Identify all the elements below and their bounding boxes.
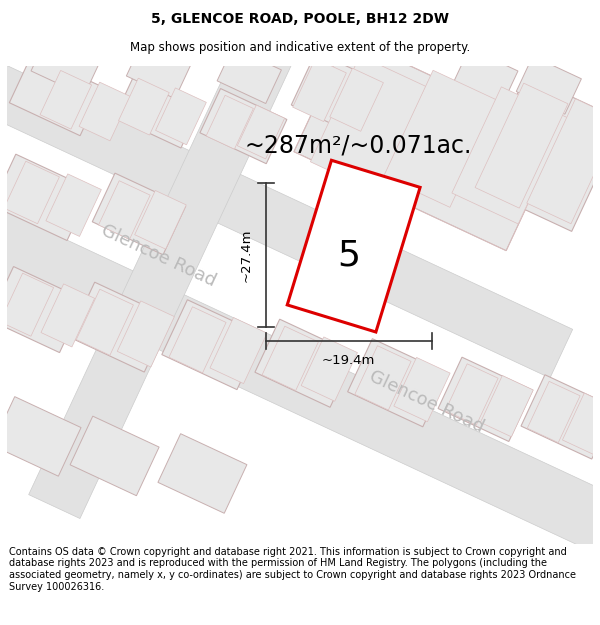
Polygon shape xyxy=(210,318,267,384)
Polygon shape xyxy=(169,307,226,373)
Polygon shape xyxy=(527,99,600,224)
Polygon shape xyxy=(117,301,175,367)
Polygon shape xyxy=(69,282,170,372)
Polygon shape xyxy=(76,289,133,355)
Polygon shape xyxy=(516,56,581,114)
Polygon shape xyxy=(31,36,101,96)
Polygon shape xyxy=(445,364,498,425)
Polygon shape xyxy=(438,357,533,441)
Polygon shape xyxy=(0,273,53,336)
Text: 5: 5 xyxy=(337,239,360,273)
Polygon shape xyxy=(355,346,411,410)
Polygon shape xyxy=(10,54,103,136)
Polygon shape xyxy=(452,87,568,224)
Polygon shape xyxy=(158,434,247,513)
Polygon shape xyxy=(119,78,169,135)
Polygon shape xyxy=(29,0,328,519)
Polygon shape xyxy=(481,376,533,437)
Text: Glencoe Road: Glencoe Road xyxy=(98,221,219,291)
Polygon shape xyxy=(330,68,383,131)
Polygon shape xyxy=(383,70,499,208)
Polygon shape xyxy=(287,160,420,332)
Polygon shape xyxy=(92,173,186,255)
Polygon shape xyxy=(562,393,600,454)
Polygon shape xyxy=(262,326,319,391)
Polygon shape xyxy=(155,88,206,145)
Polygon shape xyxy=(70,416,159,496)
Polygon shape xyxy=(0,266,84,352)
Polygon shape xyxy=(301,337,358,401)
Text: ~287m²/~0.071ac.: ~287m²/~0.071ac. xyxy=(245,134,472,158)
Polygon shape xyxy=(453,48,518,106)
Polygon shape xyxy=(238,105,284,159)
Polygon shape xyxy=(40,71,92,129)
Polygon shape xyxy=(0,0,572,378)
Polygon shape xyxy=(0,154,91,241)
Text: Contains OS data © Crown copyright and database right 2021. This information is : Contains OS data © Crown copyright and d… xyxy=(9,547,576,592)
Polygon shape xyxy=(294,37,560,251)
Polygon shape xyxy=(521,375,600,459)
Text: Glencoe Road: Glencoe Road xyxy=(367,368,487,437)
Polygon shape xyxy=(310,56,426,192)
Text: 5, GLENCOE ROAD, POOLE, BH12 2DW: 5, GLENCOE ROAD, POOLE, BH12 2DW xyxy=(151,12,449,26)
Polygon shape xyxy=(255,319,355,408)
Polygon shape xyxy=(206,95,253,149)
Polygon shape xyxy=(41,284,95,347)
Polygon shape xyxy=(475,83,568,208)
Polygon shape xyxy=(127,42,191,99)
Polygon shape xyxy=(291,52,387,138)
Polygon shape xyxy=(134,191,186,249)
Polygon shape xyxy=(115,71,202,148)
Polygon shape xyxy=(217,48,281,104)
Polygon shape xyxy=(475,76,600,231)
Polygon shape xyxy=(98,181,150,239)
Polygon shape xyxy=(4,161,59,224)
Text: ~19.4m: ~19.4m xyxy=(322,354,376,367)
Polygon shape xyxy=(527,381,580,442)
Polygon shape xyxy=(347,339,448,427)
Polygon shape xyxy=(0,397,81,476)
Polygon shape xyxy=(394,357,450,422)
Text: ~27.4m: ~27.4m xyxy=(239,228,252,282)
Polygon shape xyxy=(0,160,600,586)
Polygon shape xyxy=(46,174,101,236)
Polygon shape xyxy=(79,82,131,141)
Polygon shape xyxy=(293,59,346,121)
Polygon shape xyxy=(200,89,287,164)
Polygon shape xyxy=(162,300,263,389)
Text: Map shows position and indicative extent of the property.: Map shows position and indicative extent… xyxy=(130,41,470,54)
